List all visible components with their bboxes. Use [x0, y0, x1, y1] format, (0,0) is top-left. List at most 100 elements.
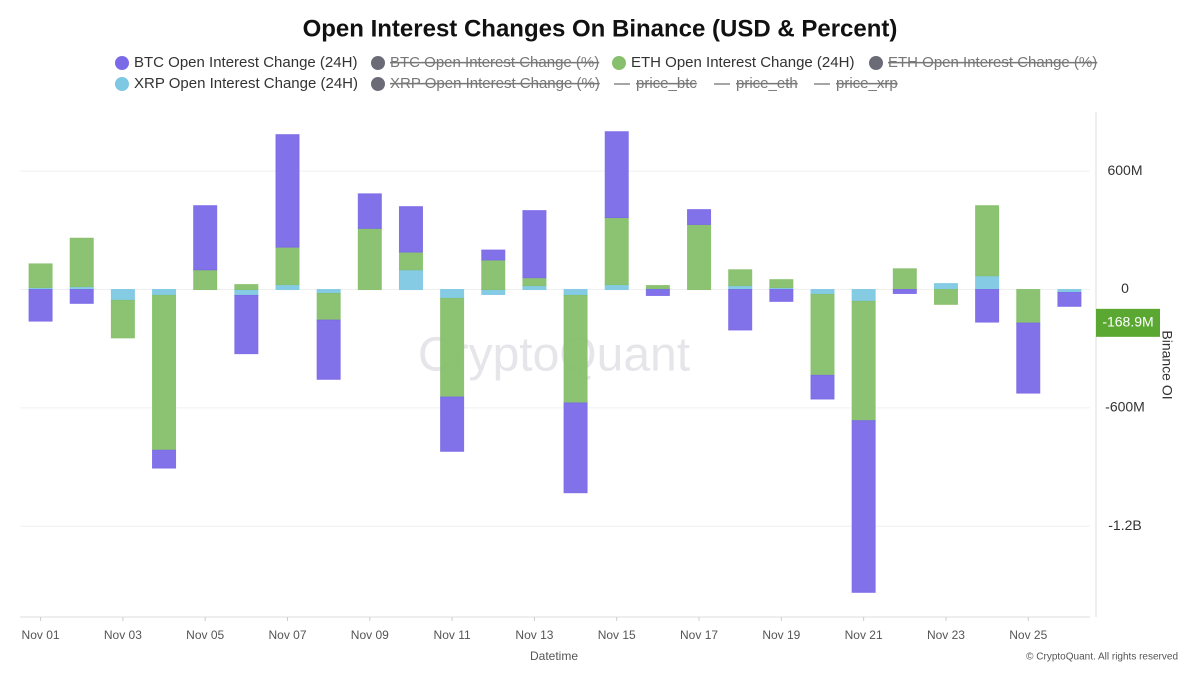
- bar-segment: [810, 289, 835, 295]
- bar-segment: [357, 227, 382, 291]
- bar-segment: [234, 289, 259, 296]
- x-tick-label: Nov 11: [434, 628, 471, 642]
- bar-segment: [357, 193, 382, 229]
- bar-segment: [728, 285, 753, 291]
- bar-segment: [563, 402, 588, 494]
- bar-segment: [687, 209, 712, 225]
- bar-segment: [316, 292, 341, 321]
- bar-segment: [481, 289, 506, 295]
- y-axis-title: Binance OI: [1159, 330, 1175, 399]
- bar-segment: [152, 449, 177, 469]
- bar-segment: [193, 205, 218, 271]
- bar-segment: [275, 284, 300, 291]
- bar-segment: [522, 277, 547, 287]
- legend-marker: [115, 77, 129, 91]
- bar-segment: [933, 283, 958, 291]
- bar-segment: [851, 420, 876, 593]
- bar-segment: [398, 269, 423, 291]
- bar-segment: [604, 217, 629, 286]
- bar-segment: [522, 285, 547, 291]
- bar-segment: [234, 284, 259, 291]
- bar-segment: [522, 210, 547, 279]
- bar-segment: [1016, 322, 1041, 394]
- legend-marker: [612, 56, 626, 70]
- y-tick-label: -1.2B: [1108, 517, 1141, 533]
- bar-segment: [645, 289, 670, 296]
- bar-segment: [933, 289, 958, 305]
- legend-marker: [869, 56, 883, 70]
- x-tick-label: Nov 05: [186, 628, 224, 642]
- x-tick-label: Nov 23: [927, 628, 965, 642]
- bar-segment: [769, 289, 794, 302]
- bar-segment: [481, 259, 506, 291]
- legend-marker: [371, 56, 385, 70]
- chart-title: Open Interest Changes On Binance (USD & …: [303, 15, 898, 42]
- bar-segment: [563, 294, 588, 404]
- y-tick-label: 0: [1121, 280, 1129, 296]
- bar-segment: [193, 269, 218, 291]
- bar-segment: [728, 269, 753, 287]
- bar-segment: [152, 294, 177, 451]
- legend-label: BTC Open Interest Change (24H): [134, 54, 357, 71]
- legend-marker: [115, 56, 129, 70]
- x-tick-label: Nov 19: [762, 628, 800, 642]
- bar-segment: [398, 206, 423, 253]
- legend-marker: [371, 77, 385, 91]
- bar-segment: [110, 289, 135, 301]
- bar-segment: [28, 263, 53, 289]
- legend-label: ETH Open Interest Change (24H): [631, 54, 854, 71]
- legend-label: XRP Open Interest Change (%): [390, 75, 600, 92]
- bar-segment: [563, 289, 588, 296]
- last-value-label: -168.9M: [1102, 314, 1153, 330]
- bar-segment: [810, 374, 835, 400]
- legend-label: BTC Open Interest Change (%): [390, 54, 599, 71]
- legend-label: XRP Open Interest Change (24H): [134, 75, 358, 92]
- bar-segment: [851, 300, 876, 422]
- bar-segment: [152, 289, 177, 296]
- bar-segment: [604, 131, 629, 219]
- bar-segment: [234, 294, 259, 355]
- bar-segment: [28, 289, 53, 322]
- x-tick-label: Nov 09: [351, 628, 389, 642]
- bar-segment: [440, 396, 465, 452]
- copyright: © CryptoQuant. All rights reserved: [1026, 652, 1178, 663]
- bar-segment: [316, 289, 341, 294]
- bar-segment: [1057, 291, 1082, 307]
- x-tick-label: Nov 25: [1009, 628, 1047, 642]
- bar-segment: [398, 251, 423, 271]
- bar-segment: [728, 289, 753, 331]
- bar-segment: [69, 237, 94, 288]
- bar-segment: [69, 289, 94, 304]
- bar-segment: [975, 205, 1000, 277]
- legend-label: price_xrp: [836, 75, 898, 92]
- last-value-badge: [1096, 308, 1160, 337]
- x-tick-label: Nov 13: [515, 628, 553, 642]
- bar-segment: [851, 289, 876, 302]
- x-tick-label: Nov 15: [598, 628, 636, 642]
- bar-segment: [110, 299, 135, 339]
- bar-segment: [440, 297, 465, 398]
- bar-segment: [975, 275, 1000, 291]
- x-tick-label: Nov 17: [680, 628, 718, 642]
- legend-label: price_btc: [636, 75, 697, 92]
- x-tick-label: Nov 21: [845, 628, 883, 642]
- bar-segment: [810, 293, 835, 376]
- bar-segment: [975, 289, 1000, 323]
- x-axis-title: Datetime: [530, 649, 578, 663]
- legend-label: ETH Open Interest Change (%): [888, 54, 1097, 71]
- bar-segment: [645, 285, 670, 290]
- x-tick-label: Nov 03: [104, 628, 142, 642]
- y-tick-label: 600M: [1107, 162, 1142, 178]
- bar-segment: [769, 279, 794, 289]
- bar-segment: [687, 223, 712, 291]
- bar-segment: [892, 289, 917, 294]
- bar-segment: [275, 134, 300, 248]
- bar-segment: [275, 246, 300, 286]
- bar-segment: [316, 319, 341, 380]
- bar-segment: [892, 268, 917, 291]
- bar-segment: [440, 289, 465, 299]
- y-tick-label: -600M: [1105, 399, 1145, 415]
- legend-label: price_eth: [736, 75, 798, 92]
- bar-segment: [1016, 289, 1041, 324]
